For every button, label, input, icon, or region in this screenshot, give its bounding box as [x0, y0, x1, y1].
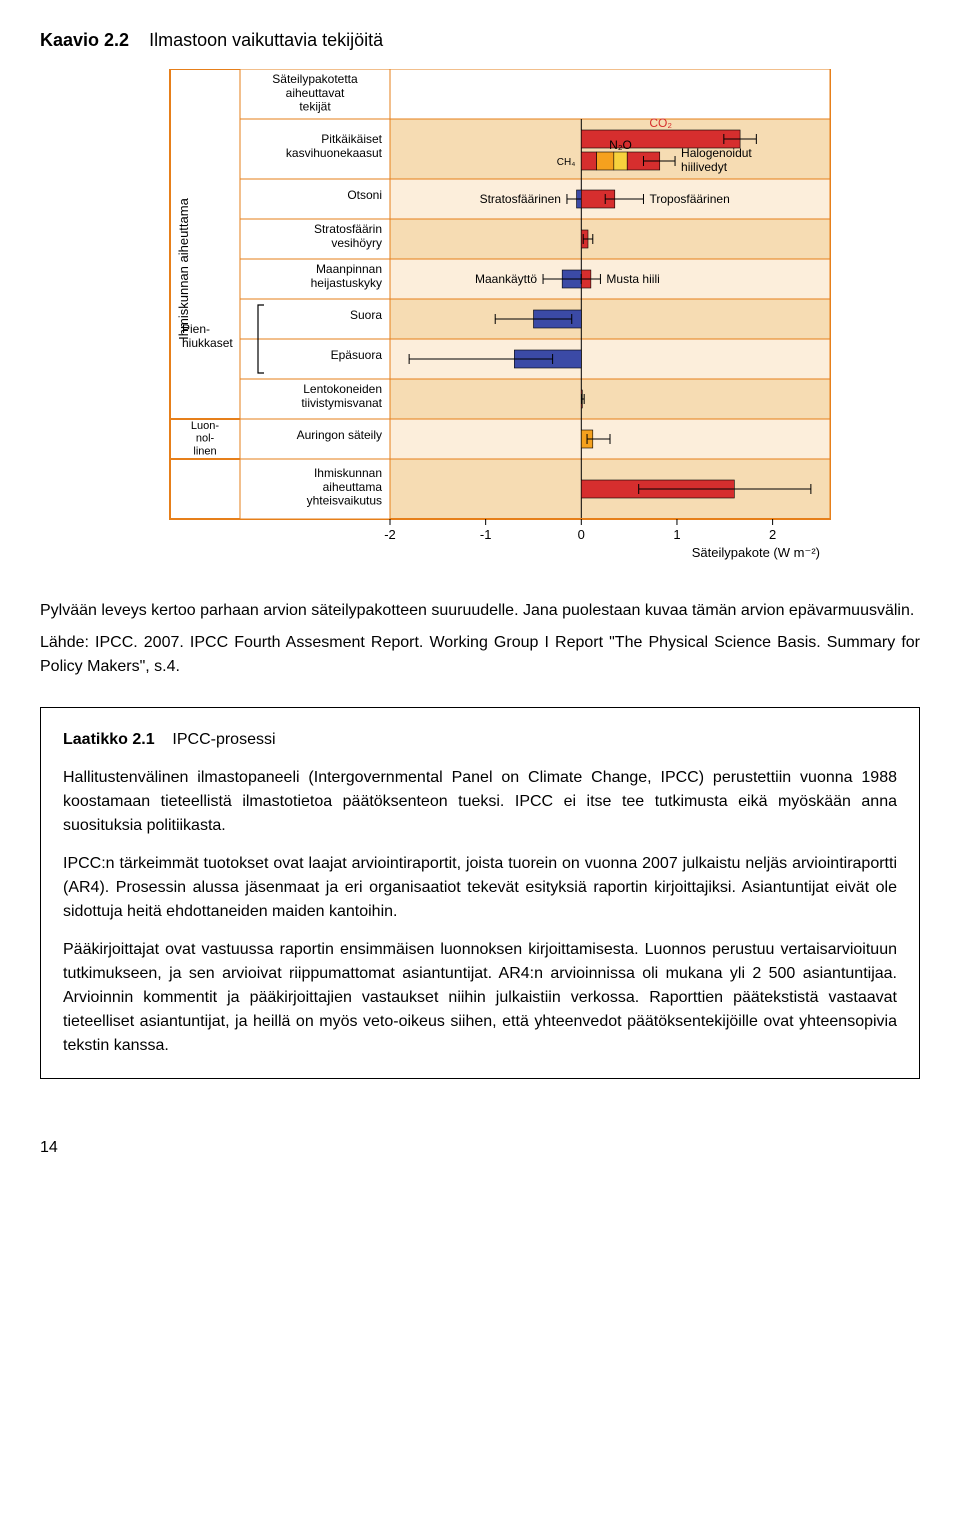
svg-text:-2: -2	[384, 527, 396, 542]
box-body: Hallitustenvälinen ilmastopaneeli (Inter…	[63, 766, 897, 1058]
chart-svg: SäteilypakotettaaiheuttavattekijätPitkäi…	[90, 69, 870, 569]
svg-text:Musta hiili: Musta hiili	[606, 272, 659, 286]
box-paragraph: Pääkirjoittajat ovat vastuussa raportin …	[63, 938, 897, 1058]
svg-text:Stratosfäärinen: Stratosfäärinen	[480, 192, 561, 206]
svg-text:Luon-nol-linen: Luon-nol-linen	[191, 420, 219, 457]
figure-heading: Kaavio 2.2 Ilmastoon vaikuttavia tekijöi…	[40, 30, 920, 51]
svg-text:N₂O: N₂O	[609, 138, 632, 152]
box-number: Laatikko 2.1	[63, 731, 155, 748]
svg-text:Auringon säteily: Auringon säteily	[297, 428, 382, 442]
figure-source: Lähde: IPCC. 2007. IPCC Fourth Assesment…	[40, 631, 920, 679]
page-number: 14	[40, 1139, 920, 1157]
svg-text:0: 0	[578, 527, 585, 542]
svg-text:Otsoni: Otsoni	[347, 188, 382, 202]
svg-text:Ihmiskunnan aiheuttama: Ihmiskunnan aiheuttama	[176, 197, 191, 339]
svg-text:-1: -1	[480, 527, 492, 542]
svg-text:Lentokoneidentiivistymisvanat: Lentokoneidentiivistymisvanat	[301, 382, 382, 410]
figure-caption: Pylvään leveys kertoo parhaan arvion sät…	[40, 599, 920, 623]
box-paragraph: IPCC:n tärkeimmät tuotokset ovat laajat …	[63, 852, 897, 924]
box-paragraph: Hallitustenvälinen ilmastopaneeli (Inter…	[63, 766, 897, 838]
svg-text:Troposfäärinen: Troposfäärinen	[649, 192, 729, 206]
svg-text:CH₄: CH₄	[557, 157, 576, 168]
svg-text:Suora: Suora	[350, 308, 382, 322]
svg-text:Epäsuora: Epäsuora	[331, 348, 383, 362]
info-box: Laatikko 2.1 IPCC-prosessi Hallitustenvä…	[40, 707, 920, 1079]
radiative-forcing-chart: SäteilypakotettaaiheuttavattekijätPitkäi…	[90, 69, 870, 569]
box-heading: Laatikko 2.1 IPCC-prosessi	[63, 728, 897, 752]
figure-title: Ilmastoon vaikuttavia tekijöitä	[149, 30, 383, 50]
box-title: IPCC-prosessi	[172, 731, 275, 748]
svg-text:Maanpinnanheijastuskyky: Maanpinnanheijastuskyky	[311, 262, 382, 290]
svg-text:CO₂: CO₂	[649, 116, 672, 130]
svg-text:Maankäyttö: Maankäyttö	[475, 272, 537, 286]
figure-number: Kaavio 2.2	[40, 30, 129, 50]
svg-text:2: 2	[769, 527, 776, 542]
svg-text:1: 1	[673, 527, 680, 542]
svg-text:Säteilypakote (W m⁻²): Säteilypakote (W m⁻²)	[692, 545, 820, 560]
